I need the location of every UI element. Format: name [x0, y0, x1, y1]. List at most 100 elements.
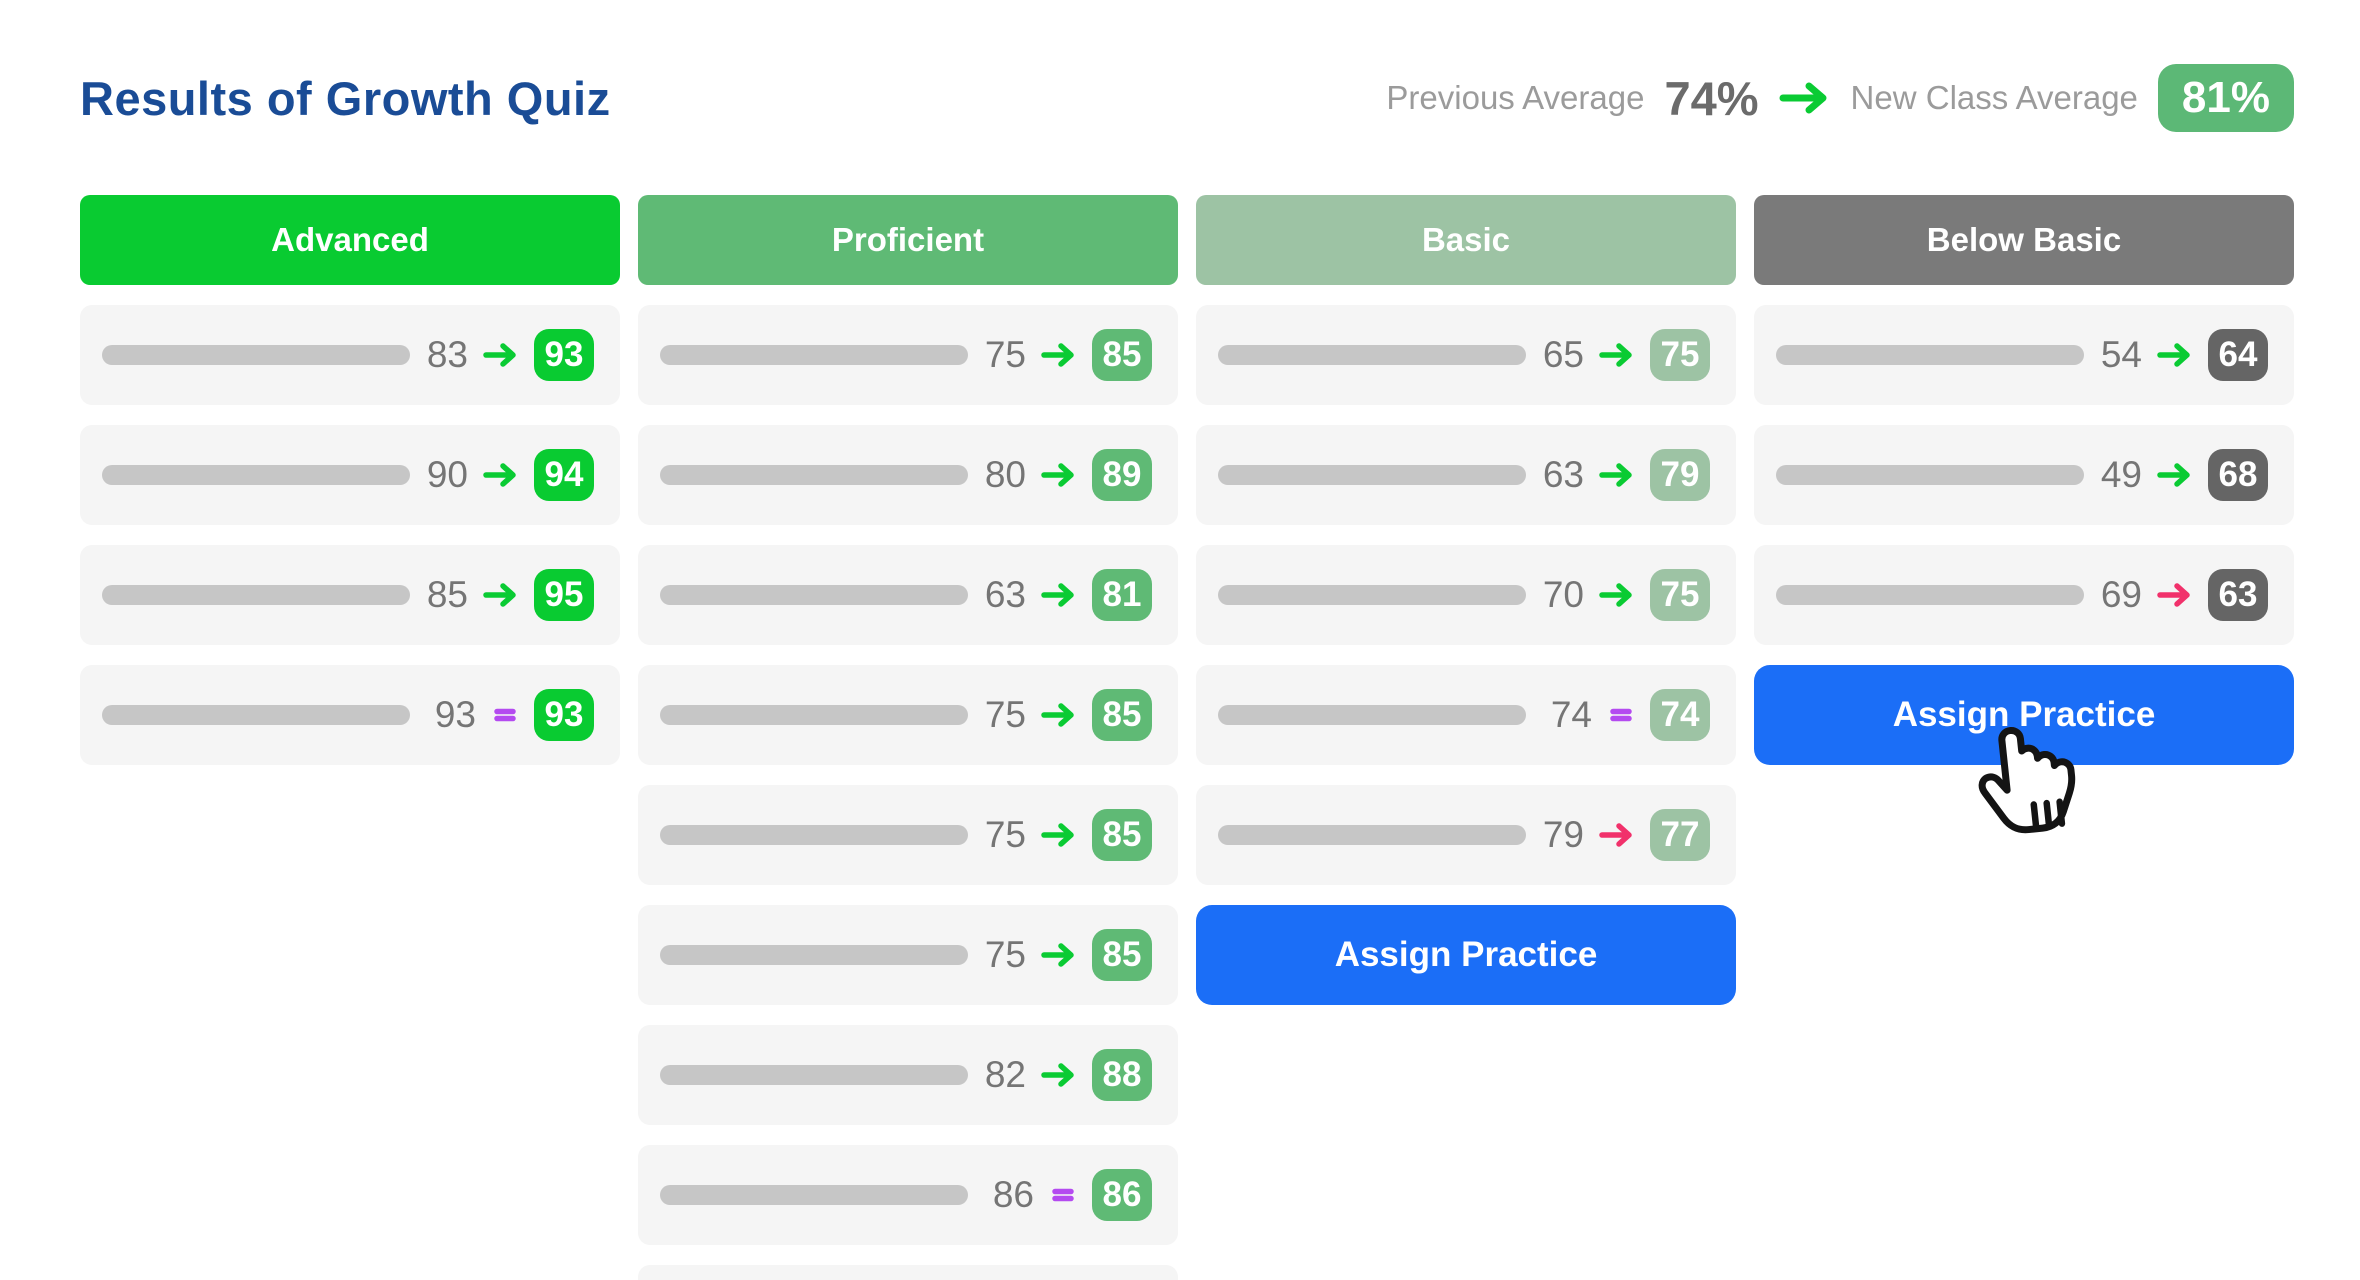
- equals-icon: [1049, 1182, 1077, 1208]
- new-score-badge: 85: [1092, 329, 1152, 381]
- student-name-placeholder: [1218, 825, 1526, 845]
- class-average-summary: Previous Average 74% New Class Average 8…: [1386, 64, 2294, 132]
- student-row: 75 85: [638, 305, 1178, 405]
- student-name-placeholder: [660, 1065, 968, 1085]
- score-group: 75 85: [978, 329, 1152, 381]
- arrow-up-icon: [1599, 462, 1635, 488]
- previous-score: 80: [984, 454, 1026, 495]
- new-average-label: New Class Average: [1850, 79, 2138, 116]
- previous-score: 70: [1542, 574, 1584, 615]
- previous-score: 82: [984, 1054, 1026, 1095]
- score-group: 85 95: [420, 569, 594, 621]
- column-header-label: Basic: [1421, 221, 1511, 258]
- student-name-placeholder: [1776, 585, 2084, 605]
- student-row: 79 77: [1196, 785, 1736, 885]
- arrow-up-icon: [483, 342, 519, 368]
- column-header-label: Advanced: [271, 221, 429, 258]
- column-below-basic: Below Basic 54 64 49: [1754, 195, 2294, 1280]
- new-score-badge: 74: [1650, 689, 1710, 741]
- new-score-badge: 85: [1092, 689, 1152, 741]
- new-score-badge: 81: [1092, 569, 1152, 621]
- new-score-badge: 94: [534, 449, 594, 501]
- student-row: 93 93: [80, 665, 620, 765]
- previous-score: 83: [426, 334, 468, 375]
- arrow-up-icon: [483, 582, 519, 608]
- new-score-badge: 68: [2208, 449, 2268, 501]
- new-score-badge: 79: [1650, 449, 1710, 501]
- student-row: 54 64: [1754, 305, 2294, 405]
- score-group: 65 75: [1536, 329, 1710, 381]
- column-header-below-basic: Below Basic: [1754, 195, 2294, 285]
- student-name-placeholder: [660, 1185, 968, 1205]
- score-group: 74 74: [1544, 689, 1710, 741]
- new-average-badge: 81%: [2157, 64, 2294, 132]
- student-name-placeholder: [1218, 345, 1526, 365]
- score-group: 75 85: [978, 809, 1152, 861]
- score-group: 49 68: [2094, 449, 2268, 501]
- previous-score: 79: [1542, 814, 1584, 855]
- arrow-up-icon: [1041, 462, 1077, 488]
- student-row: 75 85: [638, 665, 1178, 765]
- student-row: 69 63: [1754, 545, 2294, 645]
- column-basic: Basic 65 75 63: [1196, 195, 1736, 1280]
- previous-score: 75: [984, 814, 1026, 855]
- student-row: 70 75: [1196, 545, 1736, 645]
- student-row: 86 86: [638, 1145, 1178, 1245]
- arrow-up-icon: [1041, 822, 1077, 848]
- student-name-placeholder: [1776, 345, 2084, 365]
- new-score-badge: 64: [2208, 329, 2268, 381]
- arrow-down-icon: [2157, 582, 2193, 608]
- arrow-down-icon: [1599, 822, 1635, 848]
- new-score-badge: 75: [1650, 569, 1710, 621]
- arrow-up-icon: [2157, 462, 2193, 488]
- arrow-up-icon: [1041, 342, 1077, 368]
- score-group: 82 88: [978, 1049, 1152, 1101]
- student-name-placeholder: [102, 465, 410, 485]
- column-header-label: Proficient: [831, 221, 985, 258]
- new-score-badge: 95: [534, 569, 594, 621]
- student-name-placeholder: [1218, 705, 1526, 725]
- score-group: 93 93: [428, 689, 594, 741]
- score-group: 63 81: [978, 569, 1152, 621]
- new-score-badge: 75: [1650, 329, 1710, 381]
- arrow-up-icon: [1041, 942, 1077, 968]
- student-row: 90 94: [80, 425, 620, 525]
- previous-score: 69: [2100, 574, 2142, 615]
- score-group: 90 94: [420, 449, 594, 501]
- score-group: 75 85: [978, 689, 1152, 741]
- score-group: 70 75: [1536, 569, 1710, 621]
- previous-score: 63: [984, 574, 1026, 615]
- student-row: 49 68: [1754, 425, 2294, 525]
- previous-score: 75: [984, 934, 1026, 975]
- previous-score: 86: [992, 1174, 1034, 1215]
- column-header-basic: Basic: [1196, 195, 1736, 285]
- student-row: 75 85: [638, 905, 1178, 1005]
- student-rows: 83 93 90 94: [80, 305, 620, 765]
- previous-score: 90: [426, 454, 468, 495]
- previous-score: 85: [426, 574, 468, 615]
- new-score-badge: 63: [2208, 569, 2268, 621]
- assign-practice-button-basic[interactable]: Assign Practice: [1196, 905, 1736, 1005]
- student-row: 74 74: [1196, 665, 1736, 765]
- arrow-up-icon: [1041, 1062, 1077, 1088]
- previous-score: 75: [984, 694, 1026, 735]
- student-name-placeholder: [660, 465, 968, 485]
- arrow-up-icon: [1041, 702, 1077, 728]
- score-group: 80 89: [978, 449, 1152, 501]
- student-name-placeholder: [660, 585, 968, 605]
- student-row-partial: [638, 1265, 1178, 1280]
- column-header-proficient: Proficient: [638, 195, 1178, 285]
- column-proficient: Proficient 75 85 80: [638, 195, 1178, 1280]
- score-group: 86 86: [986, 1169, 1152, 1221]
- new-score-badge: 93: [534, 329, 594, 381]
- column-header-advanced: Advanced: [80, 195, 620, 285]
- new-score-badge: 85: [1092, 929, 1152, 981]
- previous-score: 74: [1550, 694, 1592, 735]
- student-row: 85 95: [80, 545, 620, 645]
- assign-practice-button-below-basic[interactable]: Assign Practice: [1754, 665, 2294, 765]
- student-name-placeholder: [660, 945, 968, 965]
- student-row: 75 85: [638, 785, 1178, 885]
- arrow-up-icon: [1599, 342, 1635, 368]
- student-row: 80 89: [638, 425, 1178, 525]
- score-group: 69 63: [2094, 569, 2268, 621]
